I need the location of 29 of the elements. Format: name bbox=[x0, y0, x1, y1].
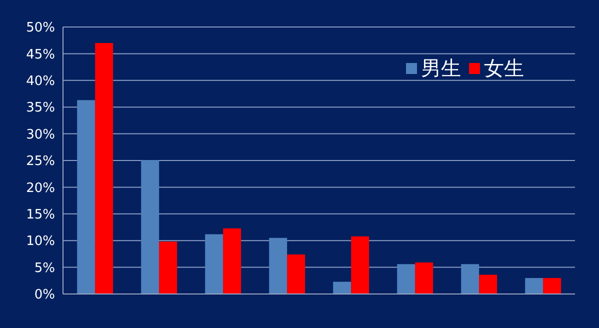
y-tick-label: 30% bbox=[26, 127, 55, 142]
y-tick-label: 10% bbox=[26, 234, 55, 250]
bar bbox=[525, 278, 544, 294]
bar bbox=[287, 254, 306, 294]
bar bbox=[95, 43, 114, 294]
y-tick-label: 0% bbox=[34, 288, 55, 303]
legend-label: 男生 bbox=[420, 55, 461, 82]
bar bbox=[223, 228, 242, 294]
bar bbox=[333, 282, 352, 294]
bar bbox=[351, 236, 370, 294]
y-tick-label: 50% bbox=[26, 20, 55, 36]
y-tick-label: 35% bbox=[26, 100, 55, 116]
bar bbox=[141, 160, 160, 294]
bar bbox=[479, 274, 498, 294]
bar bbox=[269, 238, 288, 294]
bar bbox=[543, 278, 562, 294]
y-tick-label: 40% bbox=[26, 74, 55, 90]
bar bbox=[159, 242, 178, 294]
bar bbox=[461, 264, 480, 294]
bar bbox=[205, 234, 224, 294]
y-tick-label: 45% bbox=[26, 47, 55, 62]
legend-label: 女生 bbox=[483, 55, 524, 82]
bar bbox=[415, 262, 434, 294]
y-tick-label: 5% bbox=[34, 260, 55, 276]
bar bbox=[397, 264, 416, 294]
y-tick-label: 20% bbox=[26, 180, 55, 196]
bar bbox=[77, 100, 96, 294]
y-tick-label: 15% bbox=[26, 208, 55, 223]
y-tick-label: 25% bbox=[26, 154, 55, 170]
